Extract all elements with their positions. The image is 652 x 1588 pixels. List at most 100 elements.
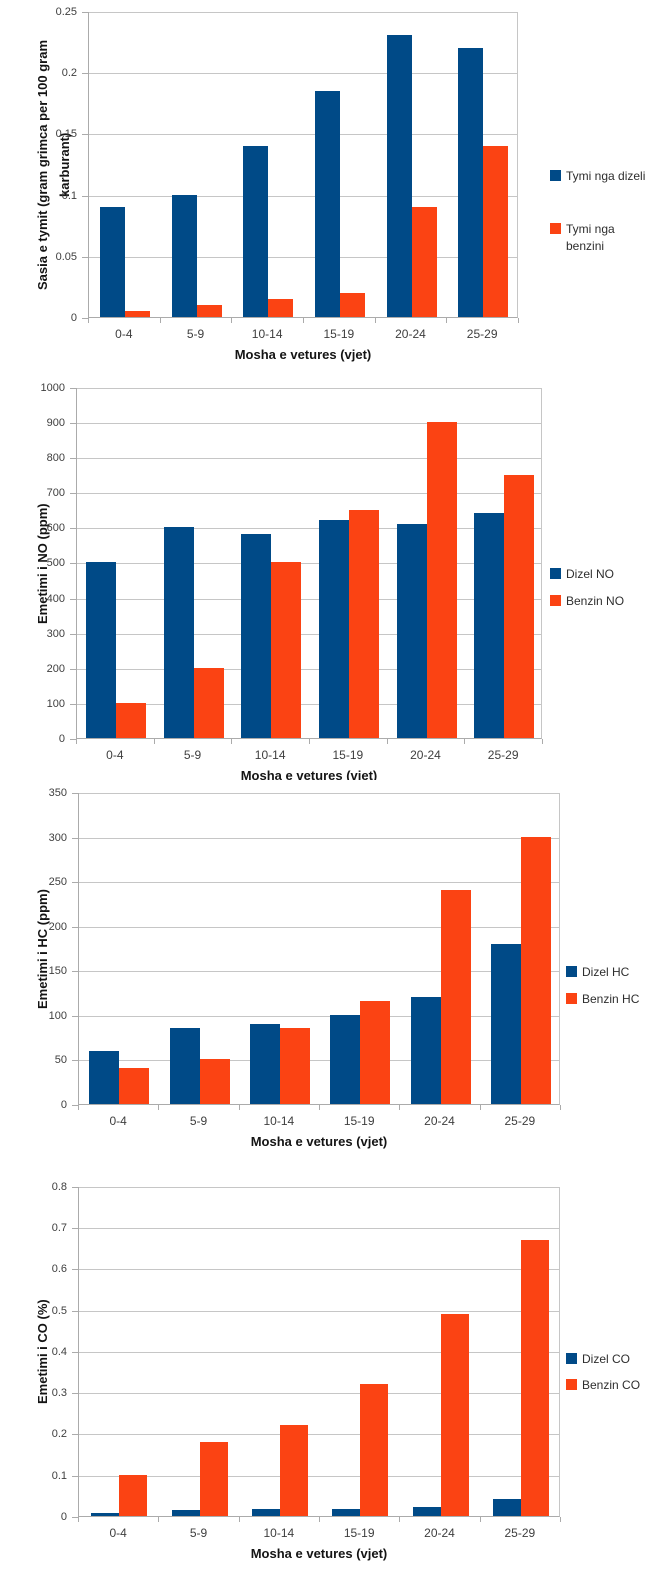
x-tick-mark	[76, 739, 77, 744]
y-tick-label: 0.5	[51, 1305, 67, 1317]
bar-benzin	[504, 475, 534, 738]
gridline	[77, 634, 541, 635]
legend-item: Benzin NO	[550, 593, 624, 610]
y-tick-mark	[82, 134, 88, 135]
x-category-label: 10-14	[254, 748, 286, 762]
gridline	[77, 528, 541, 529]
x-category-label: 0-4	[109, 1114, 127, 1128]
y-tick-label: 400	[46, 593, 65, 605]
y-tick-mark	[72, 927, 78, 928]
legend-swatch	[566, 1378, 577, 1390]
x-tick-mark	[560, 1105, 561, 1110]
gridline	[79, 838, 559, 839]
legend: Dizel NO Benzin NO	[550, 566, 624, 610]
gridline	[79, 1187, 559, 1188]
y-tick-label: 0.3	[51, 1387, 67, 1399]
x-category-label: 25-29	[466, 327, 498, 341]
x-tick-mark	[158, 1517, 159, 1522]
bar-benzin	[271, 562, 301, 738]
x-tick-mark	[480, 1105, 481, 1110]
y-tick-mark	[82, 196, 88, 197]
legend-label: Dizel CO	[582, 1352, 631, 1366]
gridline	[77, 599, 541, 600]
x-category-label: 25-29	[504, 1526, 536, 1540]
y-tick-label: 0	[58, 733, 65, 745]
y-tick-mark	[72, 1352, 78, 1353]
bar-dizel	[474, 513, 504, 738]
y-tick-label: 1000	[40, 382, 65, 394]
y-tick-label: 100	[48, 1010, 67, 1022]
x-category-label: 5-9	[183, 748, 202, 762]
y-tick-mark	[72, 1060, 78, 1061]
bar-benzin	[521, 837, 551, 1104]
bar-benzin	[521, 1240, 549, 1516]
y-tick-mark	[72, 1269, 78, 1270]
bar-dizel	[397, 524, 427, 738]
x-tick-mark	[560, 1517, 561, 1522]
legend-label: Benzin CO	[582, 1377, 641, 1392]
y-tick-mark	[82, 73, 88, 74]
bar-benzin	[427, 422, 457, 738]
gridline	[89, 73, 517, 74]
bar-benzin	[268, 299, 293, 317]
legend-swatch	[550, 568, 561, 579]
gridline	[79, 1228, 559, 1229]
bar-dizel	[172, 1510, 200, 1516]
legend-swatch	[566, 1353, 577, 1364]
legend-swatch	[550, 170, 561, 181]
bar-dizel	[411, 997, 441, 1104]
gridline	[89, 257, 517, 258]
x-category-label: 25-29	[487, 748, 519, 762]
legend-swatch	[566, 966, 577, 977]
y-tick-label: 200	[48, 921, 67, 933]
x-tick-mark	[88, 318, 89, 323]
x-tick-mark	[319, 1517, 320, 1522]
x-category-label: 20-24	[424, 1526, 455, 1540]
chart-co-emission: Emetimi i CO (%) Mosha e vetures (vjet) …	[0, 1165, 652, 1588]
x-tick-mark	[78, 1105, 79, 1110]
y-tick-mark	[70, 423, 76, 424]
bar-benzin	[441, 1314, 469, 1516]
y-tick-mark	[72, 1105, 78, 1106]
legend-item: Benzin HC	[566, 991, 639, 1008]
bar-benzin	[412, 207, 437, 317]
y-tick-label: 50	[54, 1054, 67, 1066]
bar-dizel	[319, 520, 349, 738]
legend-swatch	[550, 222, 561, 234]
y-tick-mark	[70, 599, 76, 600]
gridline	[79, 1311, 559, 1312]
y-tick-mark	[82, 318, 88, 319]
y-tick-label: 0.4	[51, 1346, 67, 1358]
gridline	[77, 493, 541, 494]
y-tick-label: 0.25	[55, 6, 77, 18]
y-tick-mark	[72, 1517, 78, 1518]
gridline	[77, 388, 541, 389]
y-tick-label: 600	[46, 522, 65, 534]
bar-dizel	[241, 534, 271, 738]
bar-benzin	[200, 1442, 228, 1516]
x-tick-mark	[446, 318, 447, 323]
y-tick-mark	[82, 12, 88, 13]
bar-dizel	[250, 1024, 280, 1104]
legend-item: Dizel HC	[566, 964, 639, 981]
bar-dizel	[170, 1028, 200, 1104]
legend-item: Benzin CO	[566, 1377, 640, 1394]
x-tick-mark	[375, 318, 376, 323]
plot-area	[78, 1187, 560, 1517]
y-tick-mark	[72, 971, 78, 972]
bar-dizel	[89, 1051, 119, 1104]
x-tick-mark	[518, 318, 519, 323]
bar-dizel	[387, 35, 412, 317]
bar-benzin	[125, 311, 150, 317]
gridline	[77, 563, 541, 564]
y-tick-label: 0.7	[51, 1222, 67, 1234]
legend-label: Tymi nga dizeli	[566, 169, 646, 183]
bar-benzin	[280, 1028, 310, 1104]
bar-benzin	[441, 890, 471, 1104]
y-tick-label: 0.8	[51, 1181, 67, 1193]
legend-swatch	[550, 594, 561, 606]
legend-item: Dizel NO	[550, 566, 624, 583]
y-tick-label: 700	[46, 487, 65, 499]
bar-dizel	[330, 1015, 360, 1104]
